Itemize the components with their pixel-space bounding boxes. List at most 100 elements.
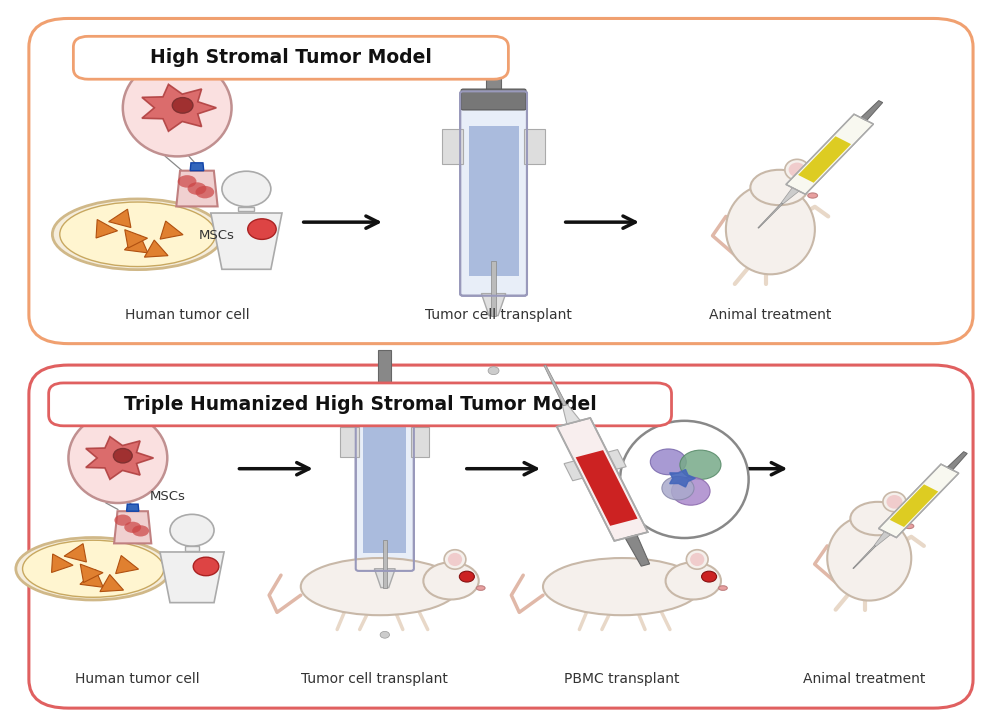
Ellipse shape: [785, 159, 810, 180]
Bar: [486, 38, 501, 93]
Polygon shape: [127, 504, 139, 511]
Ellipse shape: [23, 540, 164, 597]
Ellipse shape: [133, 525, 150, 536]
Circle shape: [170, 514, 214, 546]
Polygon shape: [125, 235, 148, 253]
Polygon shape: [670, 469, 695, 487]
Bar: [411, 427, 429, 457]
Ellipse shape: [448, 553, 463, 566]
Ellipse shape: [444, 549, 466, 569]
Polygon shape: [625, 535, 650, 566]
Circle shape: [380, 631, 390, 638]
Circle shape: [794, 180, 810, 192]
Ellipse shape: [195, 186, 214, 198]
FancyBboxPatch shape: [29, 19, 973, 343]
Text: MSCs: MSCs: [150, 490, 185, 503]
Ellipse shape: [672, 477, 710, 505]
FancyBboxPatch shape: [74, 36, 508, 80]
Bar: [383, 541, 387, 588]
Ellipse shape: [828, 515, 911, 601]
Circle shape: [489, 367, 499, 375]
Circle shape: [702, 571, 717, 582]
Ellipse shape: [172, 98, 193, 113]
Ellipse shape: [680, 450, 721, 479]
Ellipse shape: [662, 476, 694, 500]
Ellipse shape: [114, 448, 133, 463]
FancyBboxPatch shape: [49, 383, 672, 426]
Ellipse shape: [726, 184, 815, 274]
Polygon shape: [160, 552, 224, 603]
Polygon shape: [184, 546, 199, 550]
FancyBboxPatch shape: [461, 91, 527, 296]
Polygon shape: [947, 452, 967, 470]
Circle shape: [222, 171, 271, 207]
Polygon shape: [116, 555, 139, 573]
Circle shape: [193, 557, 218, 576]
Ellipse shape: [60, 202, 215, 267]
Polygon shape: [878, 464, 959, 538]
Polygon shape: [52, 554, 73, 573]
Ellipse shape: [477, 586, 486, 591]
Bar: [442, 129, 463, 163]
Ellipse shape: [177, 175, 196, 188]
Polygon shape: [562, 405, 580, 424]
Polygon shape: [161, 221, 183, 239]
Ellipse shape: [789, 163, 806, 177]
Bar: [492, 260, 496, 316]
Ellipse shape: [187, 182, 206, 194]
Polygon shape: [176, 171, 217, 207]
Ellipse shape: [125, 522, 142, 533]
Ellipse shape: [686, 549, 708, 569]
Polygon shape: [786, 114, 873, 194]
Ellipse shape: [424, 562, 479, 599]
Bar: [363, 424, 406, 553]
Circle shape: [460, 571, 475, 582]
Text: Human tumor cell: Human tumor cell: [125, 308, 249, 322]
Text: Human tumor cell: Human tumor cell: [76, 672, 200, 686]
Text: Tumor cell transplant: Tumor cell transplant: [425, 308, 572, 322]
Bar: [340, 427, 359, 457]
Polygon shape: [482, 294, 505, 316]
Polygon shape: [81, 564, 103, 583]
Ellipse shape: [650, 449, 686, 475]
Ellipse shape: [808, 193, 818, 198]
Polygon shape: [575, 450, 637, 526]
Polygon shape: [557, 418, 648, 541]
Polygon shape: [874, 531, 890, 547]
Text: High Stromal Tumor Model: High Stromal Tumor Model: [150, 48, 432, 67]
Text: Triple Humanized High Stromal Tumor Model: Triple Humanized High Stromal Tumor Mode…: [124, 395, 596, 414]
Text: Animal treatment: Animal treatment: [709, 308, 831, 322]
Ellipse shape: [690, 553, 704, 566]
Polygon shape: [210, 213, 282, 269]
Bar: [469, 126, 518, 275]
FancyBboxPatch shape: [462, 89, 526, 110]
Polygon shape: [860, 100, 882, 121]
FancyBboxPatch shape: [357, 393, 413, 411]
Ellipse shape: [53, 199, 223, 270]
Circle shape: [891, 512, 906, 523]
Ellipse shape: [719, 586, 727, 591]
Ellipse shape: [543, 558, 701, 615]
Bar: [524, 129, 545, 163]
Polygon shape: [799, 136, 851, 183]
Ellipse shape: [115, 515, 132, 526]
Ellipse shape: [751, 170, 809, 205]
Ellipse shape: [123, 59, 231, 156]
FancyBboxPatch shape: [29, 365, 973, 708]
Polygon shape: [781, 188, 799, 204]
Polygon shape: [96, 220, 118, 238]
Polygon shape: [80, 570, 104, 587]
Polygon shape: [758, 203, 783, 228]
Polygon shape: [564, 461, 582, 481]
Ellipse shape: [904, 523, 914, 529]
Polygon shape: [125, 230, 148, 248]
Polygon shape: [374, 569, 395, 588]
Polygon shape: [238, 207, 254, 211]
Ellipse shape: [620, 421, 749, 538]
Polygon shape: [100, 575, 124, 591]
Text: MSCs: MSCs: [198, 229, 234, 242]
Polygon shape: [145, 240, 168, 257]
Polygon shape: [109, 209, 131, 228]
FancyBboxPatch shape: [356, 395, 414, 571]
Ellipse shape: [16, 537, 170, 600]
